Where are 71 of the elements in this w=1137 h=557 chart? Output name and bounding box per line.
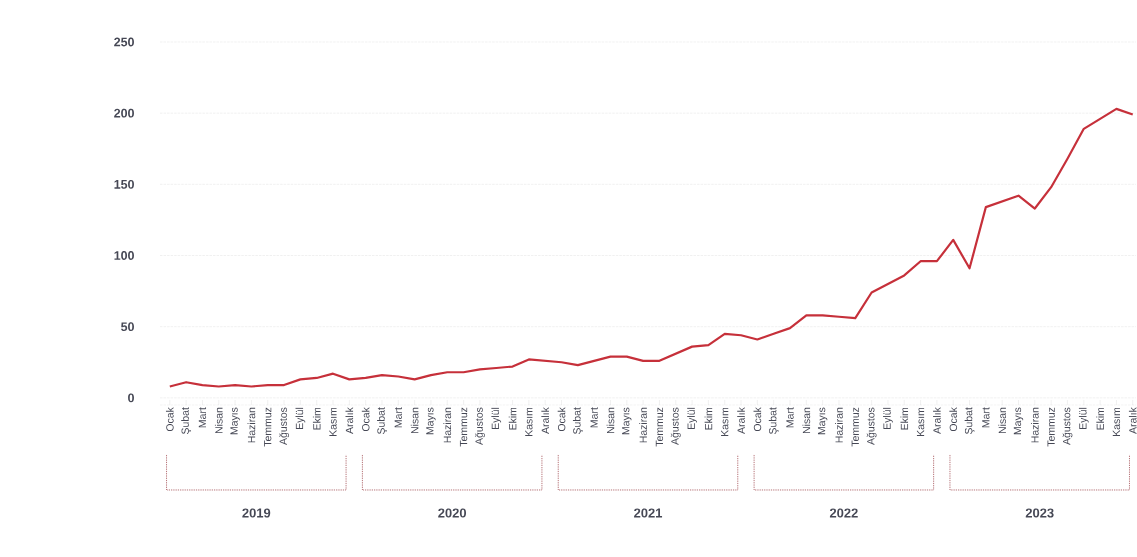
x-tick-label: Ocak	[949, 407, 958, 432]
x-tick-label: Ekim	[508, 407, 517, 430]
x-tick-label: Kasım	[329, 407, 337, 436]
x-tick-label: Temmuz	[1047, 407, 1055, 447]
y-tick-label: 150	[114, 179, 134, 189]
x-tick-label: Mart	[786, 407, 794, 428]
x-tick-label: Ağustos	[866, 407, 877, 445]
x-tick-label: Temmuz	[459, 407, 468, 447]
x-tick-label: Eylül	[295, 407, 306, 429]
y-tick-label: 200	[114, 108, 134, 118]
x-tick-label: Haziran	[1030, 407, 1039, 443]
x-tick-label: Haziran	[443, 407, 452, 443]
text: 2023	[1025, 508, 1054, 518]
x-tick-label: Ekim	[704, 407, 713, 430]
x-tick-label: Aralık	[933, 407, 941, 434]
text: 2020	[438, 508, 467, 518]
x-tick-label: Nisan	[214, 407, 223, 434]
x-tick-label: Temmuz	[264, 407, 272, 447]
x-tick-label: Aralık	[345, 407, 354, 434]
x-tick-label: Ekim	[312, 407, 321, 430]
x-tick-label: Nisan	[410, 407, 419, 434]
x-tick-label: Aralık	[1128, 407, 1137, 434]
x-tick-label: Ağustos	[670, 407, 681, 445]
x-tick-label: Nisan	[998, 407, 1007, 434]
x-tick-label: Ağustos	[279, 407, 289, 445]
x-tick-label: Mayıs	[817, 407, 828, 435]
x-tick-label: Mart	[590, 407, 598, 428]
x-tick-label: Eylül	[491, 407, 502, 429]
y-tick-label: 250	[114, 37, 134, 47]
x-tick-label: Mart	[394, 407, 402, 428]
x-tick-label: Şubat	[181, 407, 192, 435]
x-tick-label: Ekim	[1096, 407, 1104, 430]
x-tick-label: Aralık	[737, 407, 745, 434]
text: 2022	[829, 508, 858, 518]
x-tick-label: Mart	[198, 407, 207, 428]
x-tick-label: Nisan	[802, 407, 811, 434]
x-tick-label: Ocak	[753, 407, 762, 432]
x-tick-label: Kasım	[916, 407, 925, 436]
x-tick-label: Ağustos	[1062, 407, 1073, 445]
x-tick-label: Ekim	[900, 407, 909, 430]
x-tick-label: Haziran	[835, 407, 843, 443]
x-tick-label: Eylül	[883, 407, 893, 429]
x-tick-label: Mayıs	[230, 407, 240, 435]
x-tick-label: Şubat	[572, 407, 583, 435]
x-tick-label: Eylül	[687, 407, 697, 429]
x-tick-label: Ocak	[165, 407, 174, 432]
x-tick-label: Aralık	[541, 407, 550, 434]
x-tick-label: Eylül	[1078, 407, 1089, 429]
x-tick-label: Mayıs	[1013, 407, 1024, 435]
x-tick-label: Kasım	[525, 407, 533, 436]
x-tick-label: Ağustos	[474, 407, 485, 445]
y-tick-label: 50	[121, 322, 134, 332]
x-tick-label: Nisan	[606, 407, 615, 434]
x-tick-label: Mayıs	[426, 407, 436, 435]
x-tick-label: Mayıs	[622, 407, 632, 435]
x-tick-label: Şubat	[964, 407, 975, 435]
x-tick-label: Haziran	[639, 407, 647, 443]
y-tick-label: 0	[128, 393, 134, 403]
text: 2019	[242, 508, 271, 518]
x-tick-label: Haziran	[247, 407, 256, 443]
x-tick-label: Şubat	[768, 407, 779, 435]
y-tick-label: 100	[114, 251, 134, 260]
text: 2021	[634, 508, 663, 518]
x-tick-label: Ocak	[557, 407, 566, 432]
x-tick-label: Temmuz	[655, 407, 664, 447]
x-tick-label: Mart	[982, 407, 990, 428]
x-tick-label: Temmuz	[851, 407, 859, 447]
x-tick-label: Kasım	[1112, 407, 1121, 436]
x-tick-label: Şubat	[377, 407, 387, 435]
x-tick-label: Kasım	[721, 407, 729, 436]
x-tick-label: Ocak	[361, 407, 370, 432]
